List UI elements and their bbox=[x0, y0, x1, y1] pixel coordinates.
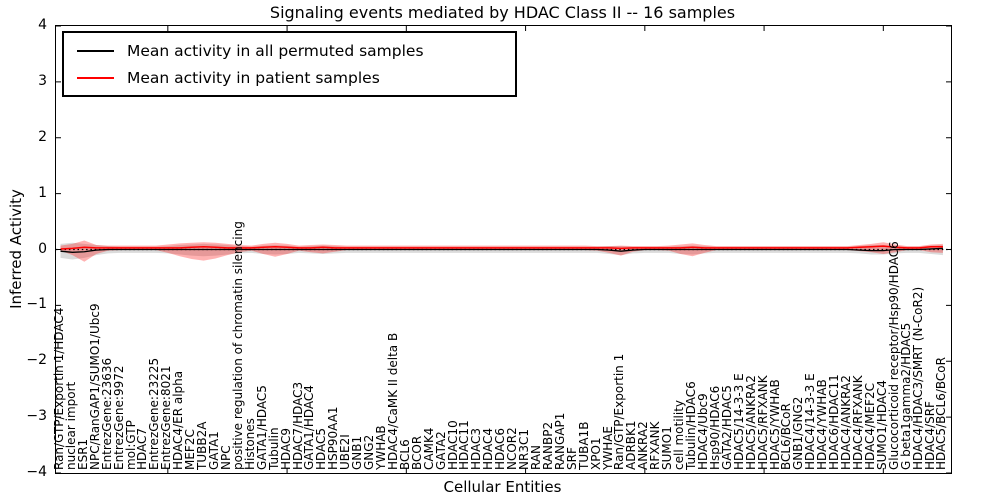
legend-label-permuted: Mean activity in all permuted samples bbox=[127, 41, 424, 60]
patient-band-area bbox=[60, 240, 943, 262]
legend: Mean activity in all permuted samples Me… bbox=[62, 31, 517, 97]
y-tick-label: 3 bbox=[38, 72, 47, 89]
permuted-line-swatch bbox=[77, 49, 114, 52]
legend-item-permuted: Mean activity in all permuted samples bbox=[64, 39, 515, 63]
chart-title: Signaling events mediated by HDAC Class … bbox=[269, 3, 736, 22]
chart-canvas bbox=[56, 26, 951, 473]
y-tick-label: 4 bbox=[38, 17, 47, 33]
plot-area bbox=[55, 25, 952, 474]
x-axis-label: Cellular Entities bbox=[443, 478, 562, 496]
patient-line-swatch bbox=[77, 76, 114, 79]
legend-label-patient: Mean activity in patient samples bbox=[127, 68, 380, 87]
permuted-mean-line bbox=[60, 247, 943, 253]
y-tick-label: −4 bbox=[26, 464, 47, 480]
y-tick-label: 1 bbox=[38, 184, 47, 201]
legend-item-patient: Mean activity in patient samples bbox=[64, 66, 515, 90]
x-tick-label: HDAC5/BCL6/BCoR bbox=[934, 357, 949, 470]
y-tick-label: 2 bbox=[38, 128, 47, 145]
y-tick-label: −3 bbox=[26, 408, 47, 425]
y-tick-label: 0 bbox=[38, 240, 47, 257]
patient-mean-line bbox=[60, 245, 943, 250]
y-tick-label: −2 bbox=[26, 352, 47, 369]
y-tick-label: −1 bbox=[26, 296, 47, 313]
